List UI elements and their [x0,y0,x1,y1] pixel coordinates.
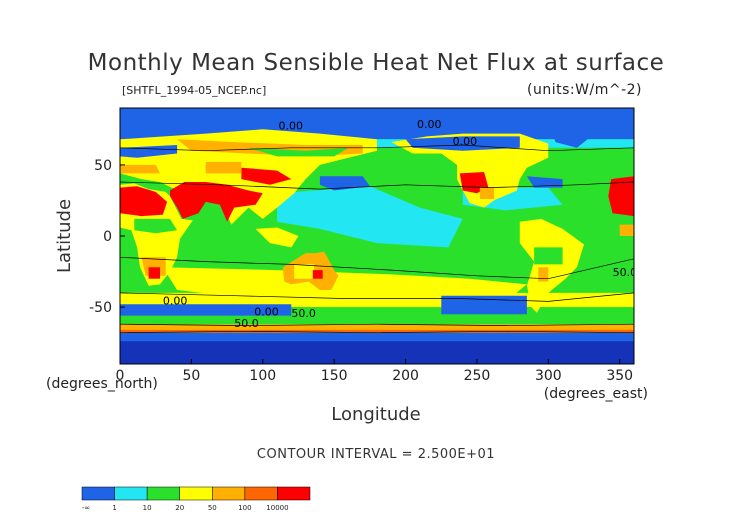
file-subtitle: [SHTFL_1994-05_NCEP.nc] [122,84,266,97]
land-north-america [391,133,549,208]
y-axis-ticks: -50 0 50 [89,158,125,316]
land-mexico [479,187,495,199]
land-kalahari-hot [148,267,160,279]
colorbar-swatch [212,486,246,501]
x-axis-ticks: 0 50 100 150 200 250 300 350 [116,359,633,384]
x-tick-label: 100 [249,368,276,384]
land-middle-east-hot [170,182,263,222]
contour-value-label: 0.00 [254,306,279,319]
region-pacific-warm-pool [277,186,463,248]
contour-value-label: 50.0 [291,307,316,320]
contour-value-label: 0.00 [453,135,478,148]
y-tick-label: 50 [94,158,112,174]
land-indonesia [255,227,299,248]
land-south-america [519,218,584,313]
band-antarctic-edge [120,329,634,333]
colorbar-tick-label: 100 [238,504,251,512]
colorbar-tick-label: 50 [208,504,217,512]
colorbar-swatch [179,486,213,501]
band-antarctica-interior [120,341,634,364]
land-gobi-hot [241,167,292,185]
land-chaco [538,267,549,282]
land-australia-hot [312,270,323,279]
contour-value-label: 50.0 [234,317,259,330]
x-tick-label: 0 [116,368,125,384]
contour-line [120,144,634,152]
x-tick-label: 350 [606,368,633,384]
colorbar-swatch [277,486,311,501]
contour-line [120,256,634,280]
land-central-africa [134,218,178,234]
x-tick-label: 300 [535,368,562,384]
colorbar-tick-label: 20 [175,504,184,512]
y-tick-label: -50 [89,300,112,316]
contour-value-label: 0.00 [163,294,188,307]
x-tick-label: 200 [392,368,419,384]
region-europe-orange [120,164,160,174]
units-label: (units:W/m^-2) [527,82,642,98]
contour-line [120,181,634,190]
colorbar-tick-label: 10 [143,504,152,512]
y-tick-label: 0 [103,229,112,245]
land-australia-interior [294,264,315,279]
land-central-asia [205,162,242,174]
region-southern-ocean-blue-west [120,304,292,316]
contour-line [120,330,634,334]
y-unit-label: (degrees_north) [46,376,158,392]
colorbar-tick-label: -∞ [82,504,90,512]
colorbar-tick-label: 10000 [266,504,288,512]
x-axis-label: Longitude [331,404,421,425]
contour-interval-text: CONTOUR INTERVAL = 2.500E+01 [257,447,495,462]
contour-line [120,292,634,302]
colorbar-swatch [81,486,115,501]
contour-value-label: 0.00 [417,118,442,131]
contour-value-label: 50.0 [613,266,638,279]
band-southern-yellow [162,267,527,302]
colorbar-tick-label: 1 [112,504,116,512]
x-tick-label: 150 [321,368,348,384]
colorbar-swatch [146,486,180,501]
region-gulfstream-blue [526,176,563,188]
colorbar-swatch [244,486,278,501]
colorbar-swatch [114,486,148,501]
land-west-africa-edge [619,224,634,236]
y-axis-label: Latitude [54,199,75,273]
flux-field [120,108,634,364]
x-tick-label: 250 [464,368,491,384]
x-tick-label: 50 [182,368,200,384]
land-sahara-hot [120,186,168,217]
land-amazon [534,247,563,265]
contour-lines [120,144,634,334]
contour-value-label: 0.00 [278,119,303,132]
land-siberia-green [248,147,349,157]
colorbar: -∞ 1 10 20 50 100 10000 [81,486,311,512]
chart-title: Monthly Mean Sensible Heat Net Flux at s… [88,50,665,76]
land-west-sahara-edge [608,176,634,217]
contour-line [120,323,634,326]
land-greenland [548,116,606,148]
x-unit-label: (degrees_east) [544,386,648,402]
